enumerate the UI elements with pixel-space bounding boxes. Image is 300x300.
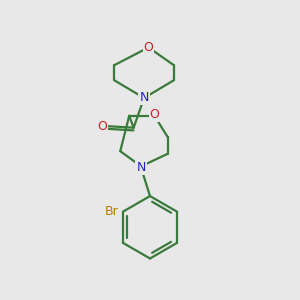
Text: O: O bbox=[149, 108, 159, 121]
Text: Br: Br bbox=[105, 205, 118, 218]
Text: N: N bbox=[140, 92, 149, 104]
Text: O: O bbox=[144, 41, 154, 54]
Text: N: N bbox=[136, 161, 146, 174]
Text: O: O bbox=[98, 120, 107, 133]
